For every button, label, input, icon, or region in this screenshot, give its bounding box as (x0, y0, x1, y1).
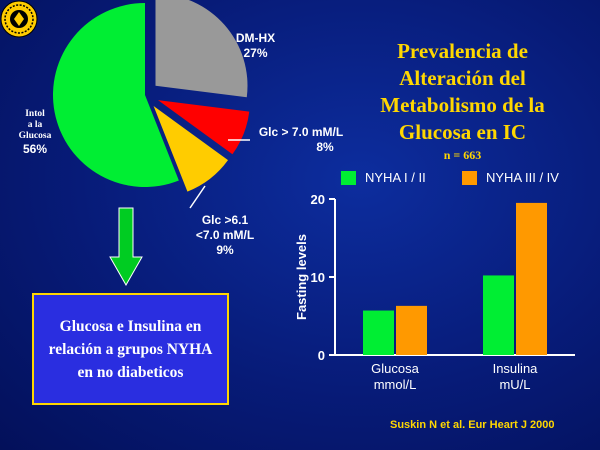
bar (363, 310, 394, 355)
x-category-label: mmol/L (374, 377, 417, 392)
bar (516, 202, 547, 355)
pie-chart (53, 0, 250, 209)
legend-item-nyha-1-2: NYHA I / II (341, 170, 426, 185)
pie-slice (153, 106, 229, 192)
legend-item-nyha-3-4: NYHA III / IV (462, 170, 559, 185)
legend-swatch (462, 170, 477, 185)
y-tick-label: 20 (311, 192, 325, 207)
bar (483, 275, 514, 355)
slide-title: Prevalencia de Alteración del Metabolism… (345, 38, 580, 146)
x-category-label: Glucosa (371, 361, 419, 376)
info-box: Glucosa e Insulina en relación a grupos … (32, 293, 229, 405)
citation: Suskin N et al. Eur Heart J 2000 (390, 419, 555, 431)
info-box-text: Glucosa e Insulina en relación a grupos … (48, 317, 213, 381)
y-axis-label: Fasting levels (294, 234, 309, 320)
title-line: Metabolismo de la (380, 93, 545, 117)
seal-logo (0, 0, 38, 38)
y-tick-label: 10 (311, 270, 325, 285)
pie-label-glc-mid: Glc >6.1 <7.0 mM/L 9% (195, 213, 255, 257)
bar (396, 305, 427, 355)
pie-slice (155, 0, 248, 98)
x-category-label: Insulina (493, 361, 539, 376)
title-line: Glucosa en IC (398, 120, 527, 144)
pie-label-intol: Intol a la Glucosa 56% (18, 109, 52, 156)
title-line: Alteración del (399, 66, 526, 90)
title-line: Prevalencia de (397, 39, 528, 63)
x-category-label: mU/L (499, 377, 530, 392)
pie-slice (158, 100, 250, 155)
pie-slice (53, 3, 179, 187)
pie-label-glc-high: Glc > 7.0 mM/L 8% (258, 125, 344, 154)
legend-swatch (341, 170, 356, 185)
down-arrow-icon (109, 207, 143, 287)
sample-size: n = 663 (443, 148, 482, 162)
leader-line (189, 185, 206, 209)
y-tick-label: 0 (318, 348, 325, 363)
pie-label-dm-hx: DM-HX 27% (235, 31, 276, 60)
